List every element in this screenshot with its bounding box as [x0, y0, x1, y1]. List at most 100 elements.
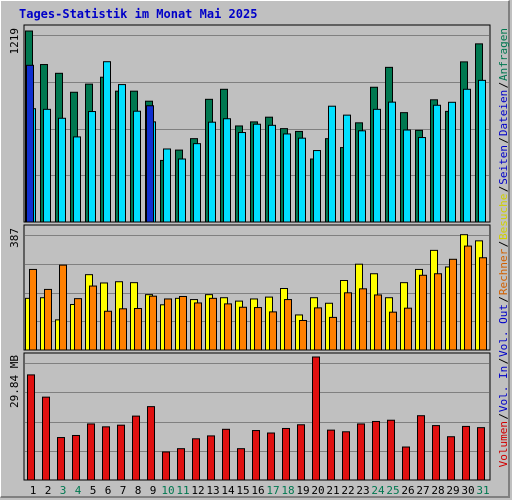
- rechner-bar: [89, 285, 97, 351]
- volumen-bar: [387, 419, 395, 481]
- rechner-bar: [179, 295, 187, 351]
- x-tick-label: 7: [120, 484, 127, 497]
- x-tick-label: 30: [461, 484, 474, 497]
- dateien-bar: [238, 132, 246, 223]
- volumen-bar: [207, 435, 215, 481]
- volumen-bar: [417, 415, 425, 481]
- rechner-bar: [464, 245, 472, 351]
- volumen-bar: [372, 420, 380, 481]
- legend-separator: /: [497, 296, 510, 303]
- y-max-label-middle: 387: [8, 228, 21, 248]
- legend-separator: /: [497, 186, 510, 193]
- dateien-bar: [388, 101, 396, 223]
- volumen-bar: [327, 429, 335, 481]
- chart-title: Tages-Statistik im Monat Mai 2025: [19, 7, 258, 21]
- legend-vol-out: Vol. Out: [497, 304, 510, 357]
- legend-separator: /: [497, 82, 510, 89]
- legend-volumen: Volumen: [497, 421, 510, 467]
- dateien-bar: [478, 79, 486, 223]
- dateien-bar: [193, 143, 201, 223]
- dateien-bar: [433, 104, 441, 223]
- dateien-bar: [418, 137, 426, 223]
- x-tick-label: 15: [236, 484, 249, 497]
- volumen-bar: [297, 424, 305, 481]
- volumen-bar: [162, 451, 170, 481]
- volumen-bar: [342, 431, 350, 481]
- rechner-bar: [194, 302, 202, 351]
- dateien-bar: [268, 124, 276, 223]
- legend-seiten: Seiten: [497, 145, 510, 185]
- rechner-bar: [164, 298, 172, 351]
- rechner-bar: [419, 274, 427, 351]
- x-tick-label: 24: [371, 484, 385, 497]
- volumen-bar: [27, 374, 35, 481]
- rechner-bar: [59, 264, 67, 351]
- rechner-bar: [29, 268, 37, 351]
- legend-besuche: Besuche: [497, 194, 510, 240]
- x-tick-label: 14: [221, 484, 235, 497]
- dateien-bar: [283, 133, 291, 223]
- legend-vol-in: Vol. In: [497, 366, 510, 412]
- rechner-bar: [149, 295, 157, 351]
- dateien-bar: [58, 117, 66, 223]
- volumen-bar: [132, 415, 140, 481]
- rechner-bar: [134, 307, 142, 351]
- dateien-bar: [253, 123, 261, 223]
- rechner-bar: [314, 307, 322, 351]
- legend-dateien: Dateien: [497, 90, 510, 136]
- x-tick-label: 5: [90, 484, 97, 497]
- y-max-label-top: 1219: [8, 28, 21, 55]
- dateien-bar: [73, 136, 81, 223]
- dateien-bar: [358, 130, 366, 223]
- legend-separator: /: [497, 413, 510, 420]
- dateien-bar: [133, 110, 141, 223]
- volumen-bar: [147, 406, 155, 481]
- y-max-label-bottom: 29.84 MB: [8, 355, 21, 408]
- x-tick-label: 10: [161, 484, 174, 497]
- x-tick-label: 19: [296, 484, 309, 497]
- rechner-bar: [104, 310, 112, 351]
- rechner-bar: [434, 273, 442, 351]
- legend-separator: /: [497, 137, 510, 144]
- x-tick-label: 17: [266, 484, 279, 497]
- volumen-bar: [177, 448, 185, 481]
- x-tick-label: 22: [341, 484, 354, 497]
- rechner-bar: [239, 306, 247, 351]
- x-tick-label: 1: [30, 484, 37, 497]
- volumen-bar: [402, 446, 410, 481]
- x-tick-label: 23: [356, 484, 369, 497]
- x-tick-label: 12: [191, 484, 204, 497]
- x-tick-label: 21: [326, 484, 339, 497]
- dateien-bar: [298, 137, 306, 223]
- volumen-bar: [432, 425, 440, 481]
- rechner-bar: [344, 292, 352, 351]
- x-tick-label: 4: [75, 484, 82, 497]
- x-tick-label: 16: [251, 484, 264, 497]
- volumen-bar: [357, 423, 365, 481]
- dateien-bar: [463, 88, 471, 223]
- volumen-bar: [237, 448, 245, 481]
- dateien-bar: [163, 148, 171, 223]
- legend-separator: /: [497, 241, 510, 248]
- rechner-bar: [209, 297, 217, 351]
- volumen-bar: [477, 427, 485, 481]
- x-tick-label: 9: [150, 484, 157, 497]
- rechner-bar: [44, 288, 52, 351]
- seiten-bar: [146, 105, 154, 223]
- x-tick-label: 8: [135, 484, 142, 497]
- dateien-bar: [103, 61, 111, 223]
- volumen-bar: [72, 434, 80, 481]
- volumen-bar: [102, 426, 110, 481]
- x-tick-label: 6: [105, 484, 112, 497]
- dateien-bar: [448, 101, 456, 223]
- rechner-bar: [404, 307, 412, 351]
- legend-separator: /: [497, 358, 510, 365]
- rechner-bar: [119, 308, 127, 351]
- rechner-bar: [374, 294, 382, 351]
- legend-rechner: Rechner: [497, 248, 510, 295]
- dateien-bar: [313, 150, 321, 223]
- rechner-bar: [449, 258, 457, 351]
- rechner-bar: [299, 319, 307, 351]
